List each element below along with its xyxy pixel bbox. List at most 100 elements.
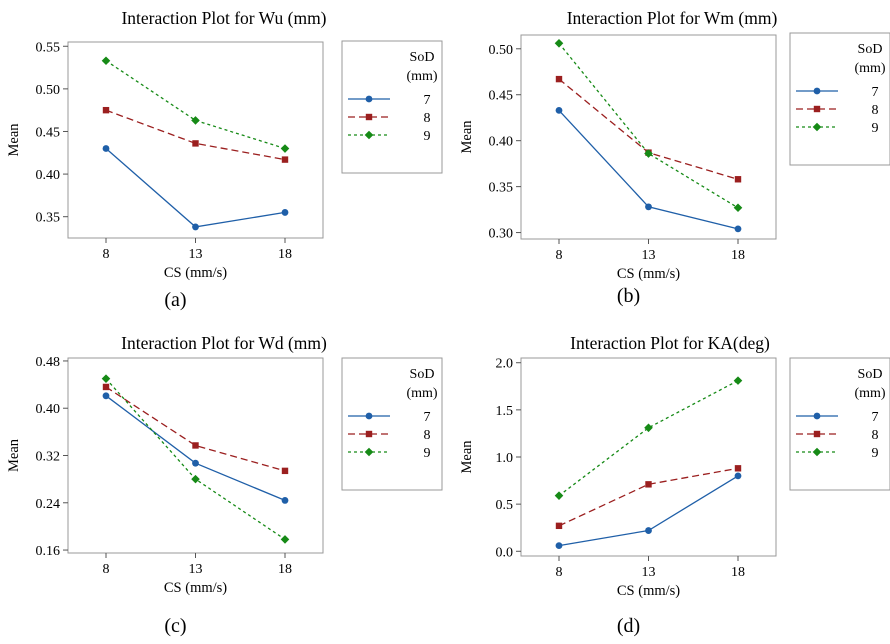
x-tick-label: 13	[642, 248, 656, 263]
data-point-7	[281, 497, 289, 504]
x-tick-label: 8	[103, 562, 110, 577]
data-point-9	[280, 535, 290, 544]
y-tick-label: 0.50	[489, 43, 514, 58]
data-point-8	[734, 176, 742, 183]
legend-box	[341, 357, 443, 491]
chart-panel-3: Interaction Plot for KA(deg) 0.0 0.5 1.0 1.5…	[459, 333, 890, 637]
y-tick-label: 0.30	[489, 227, 514, 242]
legend-label-9: 9	[424, 129, 431, 144]
panel-label: (d)	[617, 615, 640, 637]
legend: SoD (mm) 7 8 9	[789, 32, 890, 166]
data-point-7	[102, 392, 110, 400]
legend-marker-9	[364, 130, 374, 140]
x-tick-label: 8	[103, 247, 110, 262]
y-tick-label: 0.5	[496, 498, 514, 513]
legend: SoD (mm) 7 8 9	[341, 40, 443, 174]
legend-label-7: 7	[424, 410, 431, 425]
y-axis-label: Mean	[459, 120, 475, 154]
legend-label-9: 9	[872, 121, 879, 136]
chart-panel-2: Interaction Plot for Wd (mm) 0.16 0.24 0.32…	[6, 333, 443, 637]
legend-label-7: 7	[424, 93, 431, 108]
legend-title: SoD	[410, 367, 435, 382]
legend-title: SoD	[858, 367, 883, 382]
series-line-9	[105, 378, 286, 540]
data-point-7	[734, 225, 742, 233]
legend-box	[789, 357, 890, 491]
data-point-8	[102, 383, 110, 391]
series-line-9	[558, 380, 739, 497]
legend-label-7: 7	[872, 410, 879, 425]
y-tick-label: 1.5	[496, 404, 514, 419]
data-point-9	[191, 474, 200, 484]
x-tick-label: 13	[189, 247, 203, 262]
legend-box	[341, 40, 443, 174]
y-tick-label: 0.50	[36, 83, 61, 98]
data-point-7	[734, 472, 742, 480]
legend-marker-9	[364, 447, 374, 457]
x-axis-label: CS (mm/s)	[617, 583, 680, 599]
data-point-8	[281, 156, 289, 163]
data-point-9	[733, 376, 743, 385]
panel-label: (a)	[164, 289, 186, 311]
data-point-8	[645, 481, 652, 488]
chart-title: Interaction Plot for Wm (mm)	[567, 8, 778, 28]
y-tick-label: 0.55	[36, 40, 61, 55]
legend-title-unit: (mm)	[854, 386, 885, 401]
legend-box	[789, 32, 890, 166]
data-point-9	[733, 203, 743, 213]
x-tick-label: 18	[731, 565, 745, 580]
data-point-8	[102, 106, 110, 114]
data-point-9	[554, 491, 564, 500]
chart-panel-1: Interaction Plot for Wm (mm) 0.30 0.35 0.40…	[459, 8, 890, 307]
y-tick-label: 0.40	[36, 168, 61, 183]
data-point-9	[191, 116, 200, 125]
legend-marker-8	[365, 113, 373, 121]
chart-title: Interaction Plot for Wd (mm)	[121, 333, 327, 353]
x-tick-label: 8	[556, 565, 563, 580]
x-tick-label: 18	[278, 562, 292, 577]
legend-marker-9	[812, 447, 822, 457]
legend: SoD (mm) 7 8 9	[341, 357, 443, 491]
data-point-7	[555, 106, 563, 114]
data-point-7	[645, 527, 652, 534]
x-tick-label: 18	[278, 247, 292, 262]
legend-marker-7	[365, 412, 373, 420]
y-tick-label: 0.0	[496, 545, 514, 560]
y-tick-label: 1.0	[496, 451, 514, 466]
series-line-9	[105, 60, 286, 150]
panel-label: (b)	[617, 285, 640, 307]
legend: SoD (mm) 7 8 9	[789, 357, 890, 491]
x-tick-label: 18	[731, 248, 745, 263]
x-axis-label: CS (mm/s)	[164, 580, 227, 596]
data-point-8	[192, 140, 199, 147]
data-point-7	[102, 145, 110, 152]
y-tick-label: 0.45	[489, 89, 514, 104]
legend-title-unit: (mm)	[406, 69, 437, 84]
y-tick-label: 2.0	[496, 357, 514, 372]
legend-marker-7	[365, 95, 373, 103]
panel-label: (c)	[164, 615, 186, 637]
y-tick-label: 0.45	[36, 125, 61, 140]
x-tick-label: 8	[556, 248, 563, 263]
data-point-9	[101, 56, 111, 66]
y-tick-label: 0.48	[36, 355, 61, 370]
legend-marker-8	[813, 430, 821, 438]
data-point-9	[644, 149, 653, 158]
data-point-8	[555, 75, 563, 83]
x-axis-label: CS (mm/s)	[164, 265, 227, 281]
legend-marker-7	[813, 87, 821, 95]
y-tick-label: 0.40	[36, 402, 61, 417]
data-point-7	[192, 223, 199, 231]
y-tick-label: 0.35	[36, 211, 61, 226]
legend-label-9: 9	[424, 446, 431, 461]
x-tick-label: 13	[642, 565, 656, 580]
series-line-7	[105, 148, 286, 228]
legend-label-8: 8	[424, 428, 431, 443]
data-point-9	[280, 144, 290, 153]
legend-marker-7	[813, 412, 821, 420]
chart-title: Interaction Plot for KA(deg)	[570, 333, 770, 353]
series-line-8	[105, 386, 286, 472]
y-tick-label: 0.24	[36, 497, 61, 512]
series-line-8	[558, 78, 739, 180]
